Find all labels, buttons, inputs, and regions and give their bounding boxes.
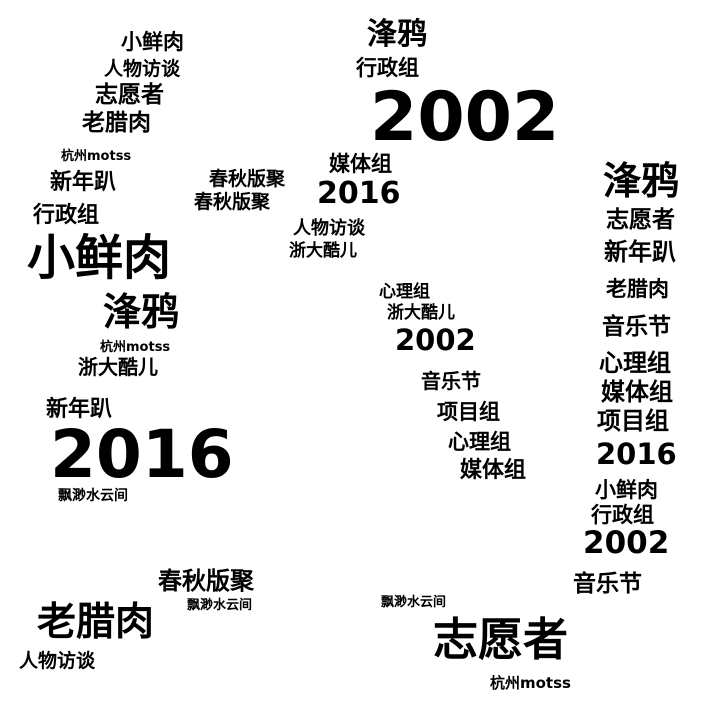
word: 春秋版聚: [158, 567, 254, 595]
word: 2002: [395, 323, 476, 357]
word: 行政组: [356, 56, 419, 80]
word: 行政组: [33, 203, 100, 228]
word: 音乐节: [602, 314, 671, 340]
word: 老腊肉: [37, 600, 155, 645]
word: 杭州motss: [490, 674, 571, 692]
word: 浙大酷儿: [387, 303, 455, 323]
word: 人物访谈: [104, 58, 181, 80]
word: 2016: [50, 416, 234, 493]
word: 志愿者: [433, 613, 569, 666]
word: 心理组: [448, 430, 511, 454]
word: 老腊肉: [606, 277, 669, 301]
word: 心理组: [599, 349, 671, 377]
word: 音乐节: [421, 369, 481, 393]
word: 项目组: [437, 400, 500, 424]
word: 行政组: [591, 503, 654, 527]
word: 浲鸦: [603, 159, 680, 203]
word: 浙大酷儿: [289, 241, 357, 261]
word: 新年趴: [604, 238, 676, 266]
word: 小鲜肉: [121, 30, 184, 54]
word: 新年趴: [46, 397, 113, 422]
word: 2016: [596, 437, 677, 471]
word: 2002: [583, 525, 670, 561]
word: 人物访谈: [293, 218, 365, 239]
word: 小鲜肉: [27, 230, 172, 286]
word: 2016: [317, 176, 401, 211]
word: 杭州motss: [100, 340, 171, 355]
word: 志愿者: [606, 207, 675, 233]
word: 春秋版聚: [209, 168, 286, 190]
word: 飘渺水云间: [58, 488, 128, 504]
word: 飘渺水云间: [187, 598, 253, 613]
word: 项目组: [597, 407, 669, 435]
word: 浙大酷儿: [78, 355, 158, 379]
word: 志愿者: [95, 82, 164, 108]
word: 浲鸦: [367, 17, 427, 52]
word: 飘渺水云间: [381, 595, 447, 610]
word: 2002: [370, 78, 560, 157]
word: 杭州motss: [61, 149, 132, 164]
word: 春秋版聚: [194, 191, 271, 213]
word: 媒体组: [601, 378, 673, 406]
word: 心理组: [379, 282, 430, 302]
word: 老腊肉: [82, 110, 151, 136]
word: 媒体组: [460, 458, 527, 483]
word: 人物访谈: [19, 650, 96, 672]
word: 媒体组: [329, 152, 392, 176]
word: 小鲜肉: [595, 478, 658, 502]
word: 浲鸦: [103, 290, 180, 334]
word: 新年趴: [50, 170, 117, 195]
word: 音乐节: [573, 571, 642, 597]
